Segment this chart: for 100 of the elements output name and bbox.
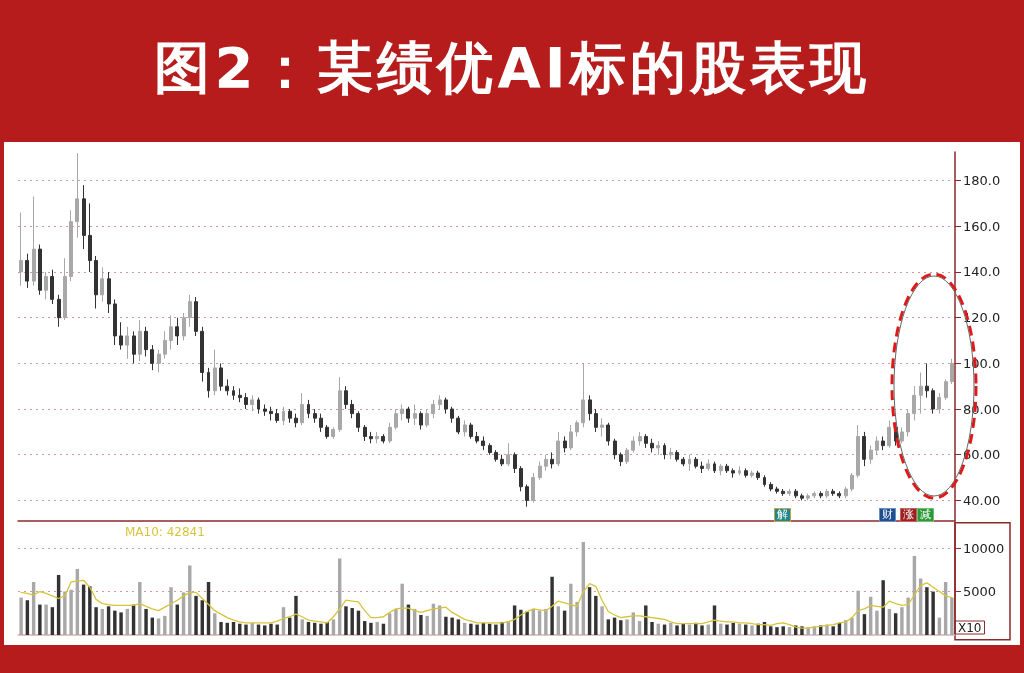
candlestick <box>100 266 104 303</box>
candlestick <box>138 319 142 362</box>
candlestick <box>606 422 610 447</box>
bar <box>469 623 473 635</box>
bar <box>775 627 779 635</box>
candlestick <box>706 458 710 472</box>
bar <box>931 591 935 635</box>
candlestick <box>375 431 379 444</box>
bar <box>188 565 192 635</box>
candlestick <box>25 253 29 289</box>
annotation: 财 <box>879 508 896 522</box>
bar <box>19 597 23 635</box>
candlestick <box>900 426 904 444</box>
candlestick <box>850 472 854 492</box>
candlestick <box>769 481 773 492</box>
candlestick <box>469 422 473 440</box>
candlestick <box>631 435 635 453</box>
bar <box>63 591 67 635</box>
bar <box>525 611 529 635</box>
candlestick <box>663 442 666 460</box>
candlestick <box>575 419 579 437</box>
candlestick <box>538 461 542 481</box>
candlestick <box>144 326 148 357</box>
bar <box>194 595 198 635</box>
candlestick <box>288 408 292 424</box>
bar <box>850 617 854 635</box>
y-tick-label: 140.0 <box>963 264 1001 280</box>
candlestick <box>475 431 479 444</box>
candlestick <box>844 486 848 499</box>
candlestick <box>431 399 435 419</box>
candlestick <box>781 488 785 497</box>
candlestick <box>419 410 423 431</box>
candlestick <box>63 257 67 321</box>
bar <box>263 625 267 635</box>
candlestick <box>669 447 673 460</box>
candlestick <box>588 394 592 421</box>
bar <box>675 625 679 635</box>
bar <box>750 625 754 635</box>
candlestick <box>650 438 654 453</box>
candlestick <box>919 371 923 415</box>
candlestick <box>307 399 310 419</box>
candlestick <box>82 184 86 250</box>
candlestick <box>57 294 61 328</box>
annotation: 涨 <box>900 508 917 522</box>
candlestick <box>132 330 136 364</box>
candlestick <box>944 378 948 401</box>
candlestick <box>719 463 723 476</box>
bar <box>781 626 785 635</box>
candlestick <box>725 463 729 474</box>
candlestick <box>488 442 492 456</box>
bar <box>369 622 373 635</box>
candlestick <box>675 449 679 463</box>
annotation: 减 <box>917 508 934 522</box>
bar <box>575 601 579 635</box>
candlestick <box>831 488 835 497</box>
candlestick <box>912 385 916 421</box>
candlestick <box>194 296 198 337</box>
candlestick <box>744 467 748 479</box>
candlestick <box>681 456 685 467</box>
candlestick <box>200 326 204 383</box>
bar <box>219 621 223 635</box>
bar <box>600 606 604 635</box>
bar <box>419 615 423 635</box>
candlestick <box>950 358 954 385</box>
bar <box>644 605 648 635</box>
candlestick <box>456 415 460 435</box>
bar <box>725 624 729 635</box>
candlestick <box>544 454 548 472</box>
candlestick <box>825 488 829 499</box>
candlestick <box>875 435 879 456</box>
candlestick <box>613 438 617 460</box>
candlestick <box>350 399 354 419</box>
bar <box>88 586 92 635</box>
candlestick <box>525 483 529 508</box>
candlestick <box>294 413 298 428</box>
candlestick <box>881 435 885 451</box>
candlestick <box>356 410 360 433</box>
candlestick <box>581 362 585 428</box>
bar <box>925 587 929 635</box>
bar <box>544 608 548 635</box>
bar <box>444 616 448 635</box>
candlestick <box>406 406 410 424</box>
candlestick <box>887 419 891 449</box>
bar <box>831 626 835 635</box>
candlestick <box>794 488 798 499</box>
candlestick <box>157 349 161 373</box>
candlestick <box>506 442 510 467</box>
candlestick <box>400 403 404 421</box>
candlestick <box>494 449 498 463</box>
bar <box>619 620 623 635</box>
candlestick <box>806 493 810 501</box>
candlestick <box>619 451 623 467</box>
bar <box>769 626 773 635</box>
candlestick <box>869 445 873 465</box>
candlestick <box>113 298 117 346</box>
bar <box>163 615 167 635</box>
candlestick <box>656 440 660 456</box>
bar <box>519 609 523 635</box>
candlestick <box>50 269 54 305</box>
bar <box>244 624 248 635</box>
